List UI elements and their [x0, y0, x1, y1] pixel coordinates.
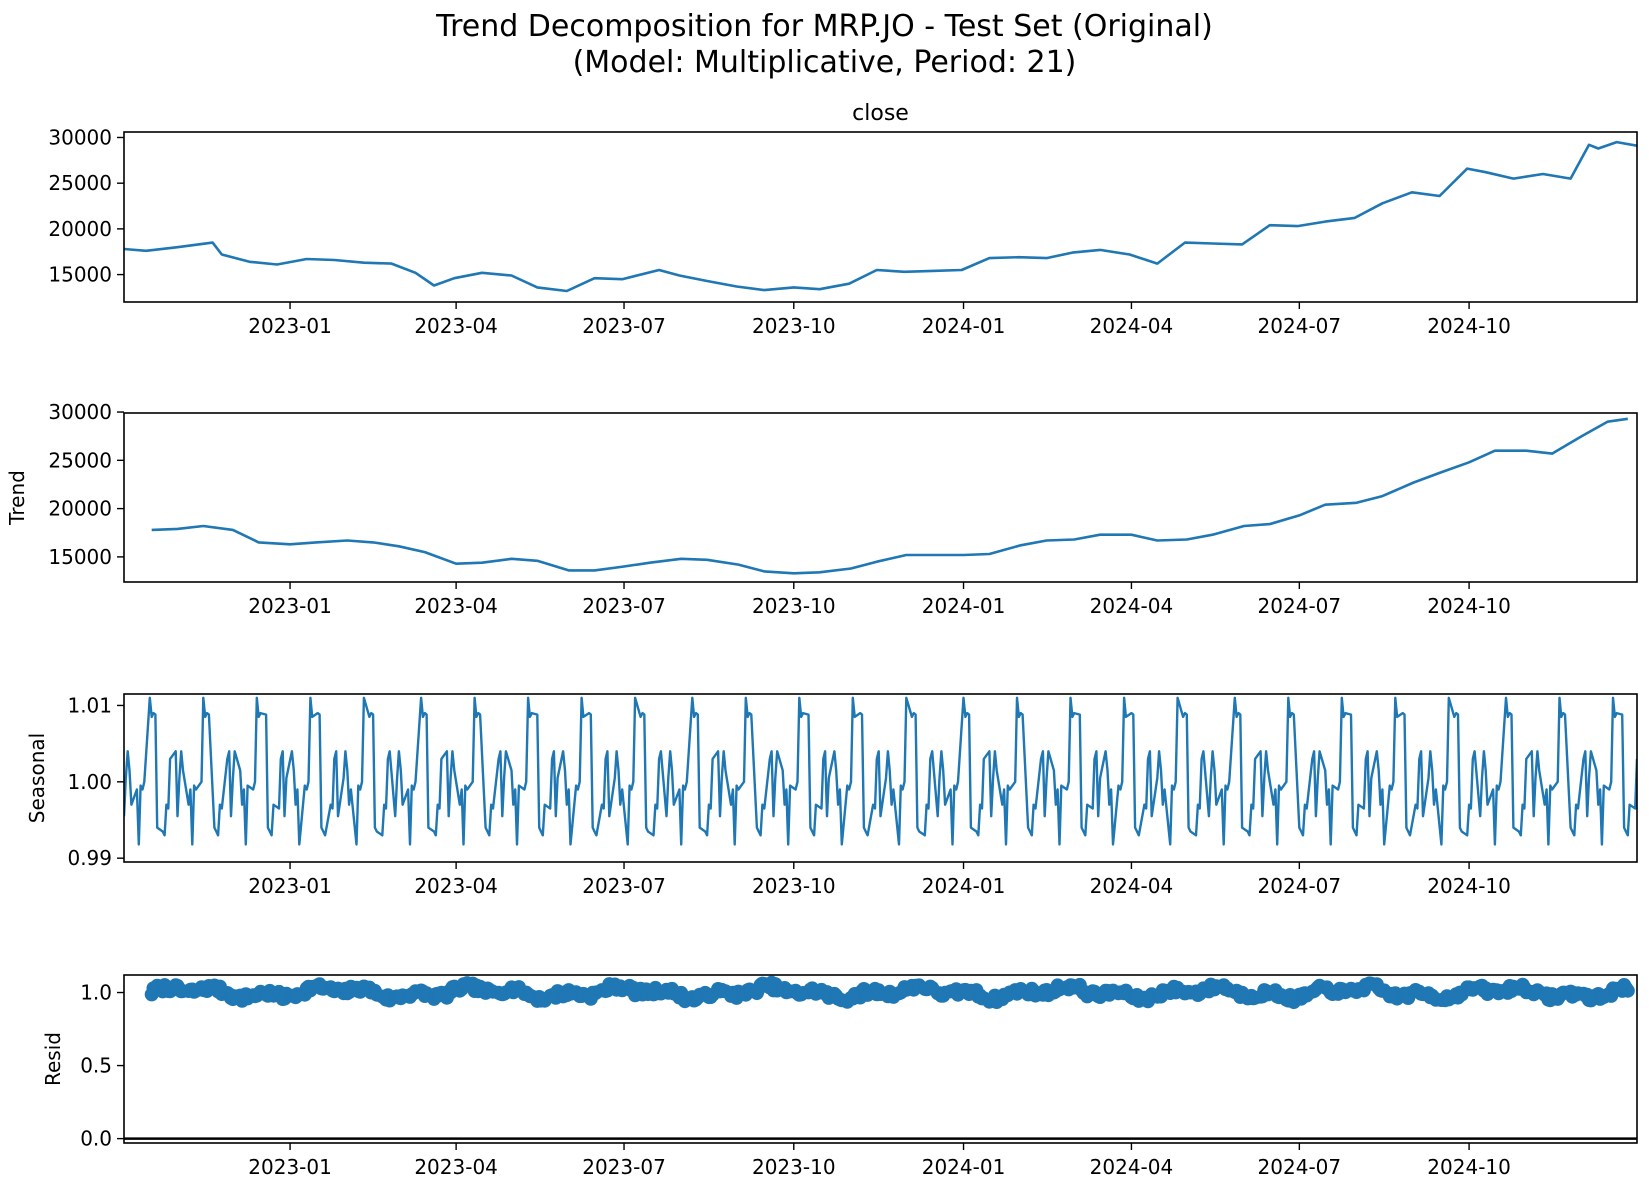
seasonal-y-axis-label: Seasonal [25, 733, 49, 823]
x-tick-label: 2024-07 [1258, 314, 1342, 338]
x-tick-label: 2023-10 [752, 594, 836, 618]
x-tick-label: 2024-10 [1427, 314, 1511, 338]
y-tick-label: 0.99 [67, 846, 112, 870]
x-tick-label: 2023-10 [752, 874, 836, 898]
seasonal-axes-frame [123, 693, 1638, 863]
x-tick-label: 2023-10 [752, 1155, 836, 1179]
x-tick-label: 2023-04 [414, 314, 498, 338]
x-tick-label: 2024-01 [922, 874, 1006, 898]
y-tick-label: 30000 [48, 125, 112, 149]
y-tick-label: 20000 [48, 497, 112, 521]
x-tick-label: 2024-01 [922, 1155, 1006, 1179]
y-tick-label: 25000 [48, 448, 112, 472]
x-tick-label: 2023-01 [248, 594, 332, 618]
trend-axes-frame [123, 412, 1638, 583]
observed-panel-title: close [852, 101, 909, 126]
x-tick-label: 2023-04 [414, 874, 498, 898]
y-tick-label: 1.0 [80, 981, 112, 1005]
x-tick-label: 2023-01 [248, 874, 332, 898]
y-tick-label: 15000 [48, 263, 112, 287]
x-tick-label: 2024-01 [922, 314, 1006, 338]
x-tick-label: 2024-01 [922, 594, 1006, 618]
seasonal-data [124, 696, 1637, 846]
x-tick-label: 2023-07 [582, 1155, 666, 1179]
x-tick-label: 2024-10 [1427, 594, 1511, 618]
y-tick-label: 15000 [48, 545, 112, 569]
x-tick-label: 2023-01 [248, 1155, 332, 1179]
observed-series-line [124, 140, 1637, 293]
x-tick-label: 2024-07 [1258, 1155, 1342, 1179]
y-tick-label: 0.5 [80, 1054, 112, 1078]
trend-data [151, 417, 1628, 575]
x-tick-label: 2024-04 [1090, 314, 1174, 338]
x-tick-label: 2024-04 [1090, 1155, 1174, 1179]
y-tick-label: 1.00 [67, 770, 112, 794]
observed-data [124, 140, 1637, 293]
x-tick-label: 2023-10 [752, 314, 836, 338]
resid-y-axis-label: Resid [41, 1032, 65, 1086]
y-tick-label: 30000 [48, 400, 112, 424]
x-tick-label: 2024-04 [1090, 874, 1174, 898]
trend-panel: 2023-01 2023-04 2023-07 2023-10 2024-01 2024-… [5, 400, 1638, 618]
resid-data [124, 975, 1637, 1140]
x-tick-label: 2023-07 [582, 874, 666, 898]
observed-axes-frame [123, 131, 1638, 303]
x-tick-label: 2023-07 [582, 594, 666, 618]
x-tick-label: 2024-10 [1427, 874, 1511, 898]
trend-series-line [151, 417, 1628, 575]
resid-panel: 2023-01 2023-04 2023-07 2023-10 2024-01 2024-… [41, 974, 1638, 1179]
seasonal-panel: 2023-01 2023-04 2023-07 2023-10 2024-01 2024-… [25, 693, 1638, 898]
figure-title-line2: (Model: Multiplicative, Period: 21) [572, 45, 1077, 80]
y-tick-label: 20000 [48, 217, 112, 241]
x-tick-label: 2023-04 [414, 1155, 498, 1179]
x-tick-label: 2024-07 [1258, 874, 1342, 898]
observed-panel: 2023-01 2023-04 2023-07 2023-10 2024-01 2024-… [48, 101, 1638, 338]
seasonal-series-line [124, 696, 1637, 846]
x-tick-label: 2024-07 [1258, 594, 1342, 618]
y-tick-label: 1.01 [67, 693, 112, 717]
x-tick-label: 2023-07 [582, 314, 666, 338]
resid-point [1620, 983, 1635, 998]
x-tick-label: 2024-10 [1427, 1155, 1511, 1179]
x-tick-label: 2024-04 [1090, 594, 1174, 618]
x-tick-label: 2023-04 [414, 594, 498, 618]
y-tick-label: 0.0 [80, 1127, 112, 1151]
resid-axes-frame [123, 974, 1638, 1144]
figure-title-line1: Trend Decomposition for MRP.JO - Test Se… [436, 9, 1213, 44]
y-tick-label: 25000 [48, 171, 112, 195]
x-tick-label: 2023-01 [248, 314, 332, 338]
trend-y-axis-label: Trend [5, 470, 29, 526]
